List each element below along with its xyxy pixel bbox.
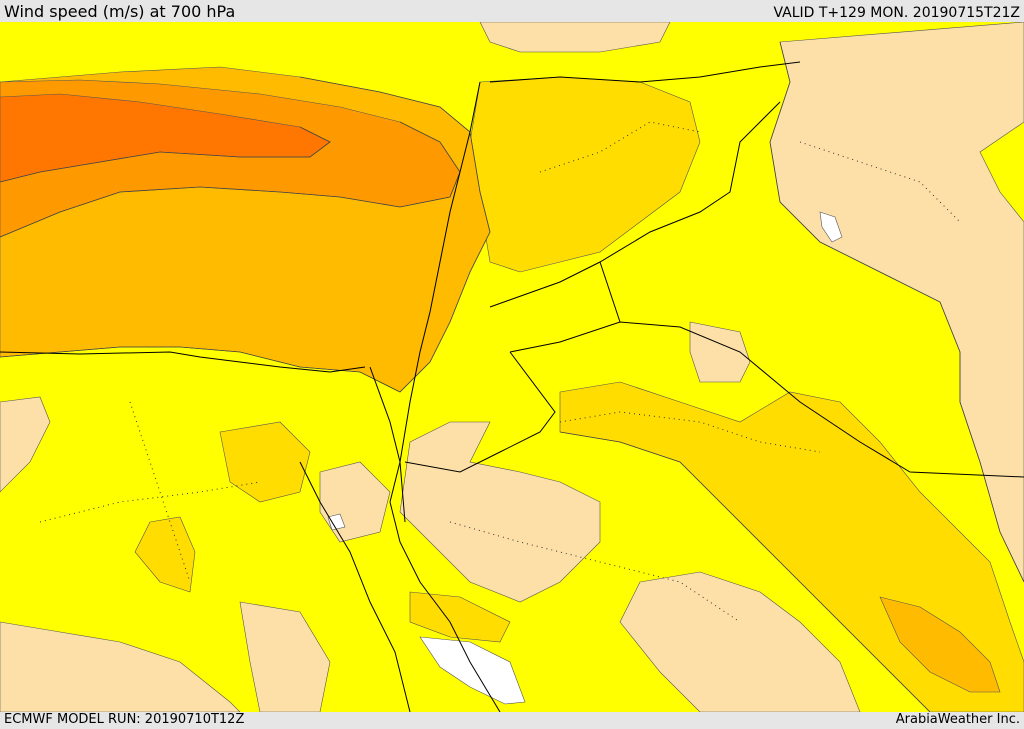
fresh-patch-southeast bbox=[879, 596, 1001, 693]
footer-bar: ECMWF MODEL RUN: 20190710T12Z ArabiaWeat… bbox=[0, 712, 1024, 729]
moderate-region-redsea bbox=[409, 591, 511, 643]
coastline-redsea-east bbox=[389, 501, 501, 712]
map-title: Wind speed (m/s) at 700 hPa bbox=[4, 2, 236, 21]
coastline-mediterranean bbox=[0, 351, 366, 373]
calm-region-north bbox=[479, 22, 671, 53]
model-run: ECMWF MODEL RUN: 20190710T12Z bbox=[4, 712, 245, 727]
calm-region-south bbox=[239, 601, 331, 712]
contour-verystrong bbox=[0, 126, 331, 183]
province-lines bbox=[39, 121, 961, 623]
contour-arabia bbox=[559, 431, 931, 712]
borders bbox=[0, 61, 1024, 712]
calm-region-central bbox=[399, 421, 601, 603]
valid-time: VALID T+129 MON. 20190715T21Z bbox=[773, 5, 1020, 21]
moderate-region-delta bbox=[219, 421, 311, 503]
border-syria-iraq-south bbox=[489, 101, 781, 308]
calm-region-southwest bbox=[0, 621, 241, 712]
gulf-aqaba-water bbox=[327, 513, 346, 531]
lake-water bbox=[819, 211, 843, 243]
border-saudi-jordan bbox=[599, 261, 621, 323]
border-iraq-syria bbox=[489, 61, 801, 83]
contour-east bbox=[769, 41, 1024, 583]
coastline-levant bbox=[389, 81, 481, 503]
coastline-redsea bbox=[299, 461, 411, 712]
province-line-1 bbox=[559, 411, 821, 453]
map-canvas bbox=[0, 22, 1024, 712]
province-line-2 bbox=[449, 521, 741, 623]
credit: ArabiaWeather Inc. bbox=[895, 712, 1020, 727]
calm-region-southcentral bbox=[619, 571, 861, 712]
border-egypt-sudan bbox=[369, 366, 406, 523]
contour-strong bbox=[0, 121, 461, 238]
calm-region-west bbox=[0, 396, 51, 493]
border-sinai bbox=[404, 351, 556, 473]
gulf-water bbox=[419, 636, 526, 705]
border-jordan-saudi bbox=[509, 321, 1024, 478]
header-bar: Wind speed (m/s) at 700 hPa VALID T+129 … bbox=[0, 0, 1024, 22]
wind-speed-map bbox=[0, 22, 1024, 712]
contour-lines bbox=[0, 41, 1024, 712]
contour-fresh bbox=[0, 76, 491, 393]
moderate-region-egypt bbox=[134, 516, 196, 593]
